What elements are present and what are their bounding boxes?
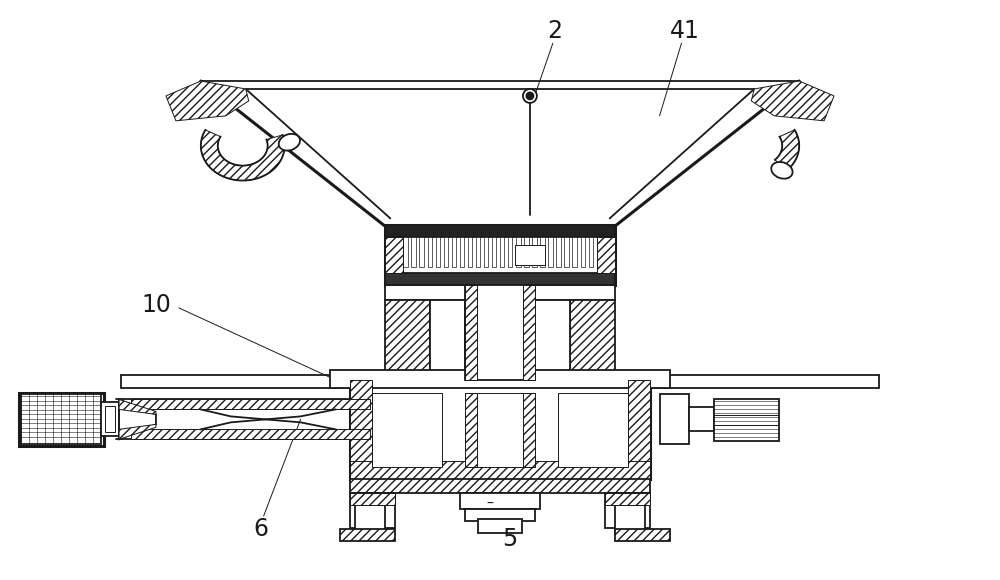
Bar — [403, 237, 408, 267]
Text: 5: 5 — [502, 527, 518, 551]
Bar — [508, 237, 512, 267]
Bar — [572, 237, 577, 267]
Bar — [548, 237, 553, 267]
Bar — [581, 237, 585, 267]
Bar — [452, 237, 456, 267]
Bar — [628, 379, 650, 479]
Bar — [484, 237, 488, 267]
Bar — [465, 509, 535, 521]
Bar — [564, 237, 569, 267]
Bar — [605, 493, 650, 528]
Bar — [515, 245, 545, 265]
Bar — [21, 394, 101, 444]
Bar — [532, 237, 537, 267]
Bar — [350, 379, 372, 479]
Bar — [615, 529, 670, 541]
Bar — [395, 237, 400, 267]
Bar — [385, 273, 615, 285]
Bar — [460, 237, 464, 267]
Text: –: – — [487, 497, 493, 511]
Bar — [589, 237, 593, 267]
Polygon shape — [119, 425, 156, 439]
Circle shape — [523, 89, 537, 103]
Polygon shape — [201, 130, 285, 180]
Polygon shape — [119, 400, 156, 414]
Bar — [597, 237, 601, 267]
Polygon shape — [751, 81, 834, 121]
Bar — [476, 237, 480, 267]
Bar — [340, 529, 395, 541]
Bar — [615, 494, 645, 534]
Bar — [372, 393, 442, 467]
Bar — [597, 237, 615, 273]
Bar — [350, 379, 650, 479]
Bar — [465, 285, 477, 379]
Bar — [430, 300, 465, 379]
Bar — [101, 403, 119, 436]
Bar — [131, 400, 370, 409]
Bar — [556, 237, 561, 267]
Text: 6: 6 — [253, 517, 268, 541]
Bar — [350, 493, 395, 505]
Bar — [411, 237, 416, 267]
Bar — [500, 237, 504, 267]
Bar — [516, 237, 521, 267]
Bar — [689, 407, 714, 432]
Text: 41: 41 — [670, 19, 699, 44]
Bar — [385, 237, 403, 273]
Bar — [570, 300, 615, 379]
Bar — [460, 493, 540, 509]
Bar — [558, 393, 628, 467]
Bar — [385, 225, 615, 285]
Bar — [660, 394, 689, 444]
Bar — [478, 519, 522, 533]
Bar — [444, 237, 448, 267]
Circle shape — [526, 92, 533, 99]
Bar — [523, 285, 535, 379]
Bar — [428, 237, 432, 267]
Bar — [465, 393, 535, 467]
Polygon shape — [166, 81, 249, 121]
Bar — [19, 393, 104, 446]
Ellipse shape — [279, 134, 300, 151]
Bar — [385, 285, 615, 300]
Bar — [350, 479, 650, 493]
Bar — [350, 461, 650, 479]
Bar — [105, 407, 115, 432]
Bar — [468, 237, 472, 267]
Bar — [355, 494, 385, 534]
Text: 2: 2 — [547, 19, 562, 44]
Bar — [535, 300, 570, 379]
Bar — [385, 225, 615, 237]
Bar — [330, 369, 670, 387]
Polygon shape — [119, 400, 156, 439]
Bar — [419, 237, 424, 267]
Bar — [350, 493, 395, 528]
Bar — [385, 300, 430, 379]
Ellipse shape — [775, 165, 789, 176]
Bar — [436, 237, 440, 267]
Bar — [540, 237, 545, 267]
Bar — [605, 493, 650, 505]
Ellipse shape — [771, 162, 793, 179]
Bar — [492, 237, 496, 267]
Bar — [714, 400, 779, 441]
Bar — [465, 285, 535, 379]
Bar — [131, 429, 370, 439]
Ellipse shape — [283, 137, 296, 147]
Bar — [523, 393, 535, 467]
Bar — [465, 393, 477, 467]
Bar — [524, 237, 529, 267]
Text: 10: 10 — [141, 293, 171, 317]
Polygon shape — [775, 130, 799, 171]
